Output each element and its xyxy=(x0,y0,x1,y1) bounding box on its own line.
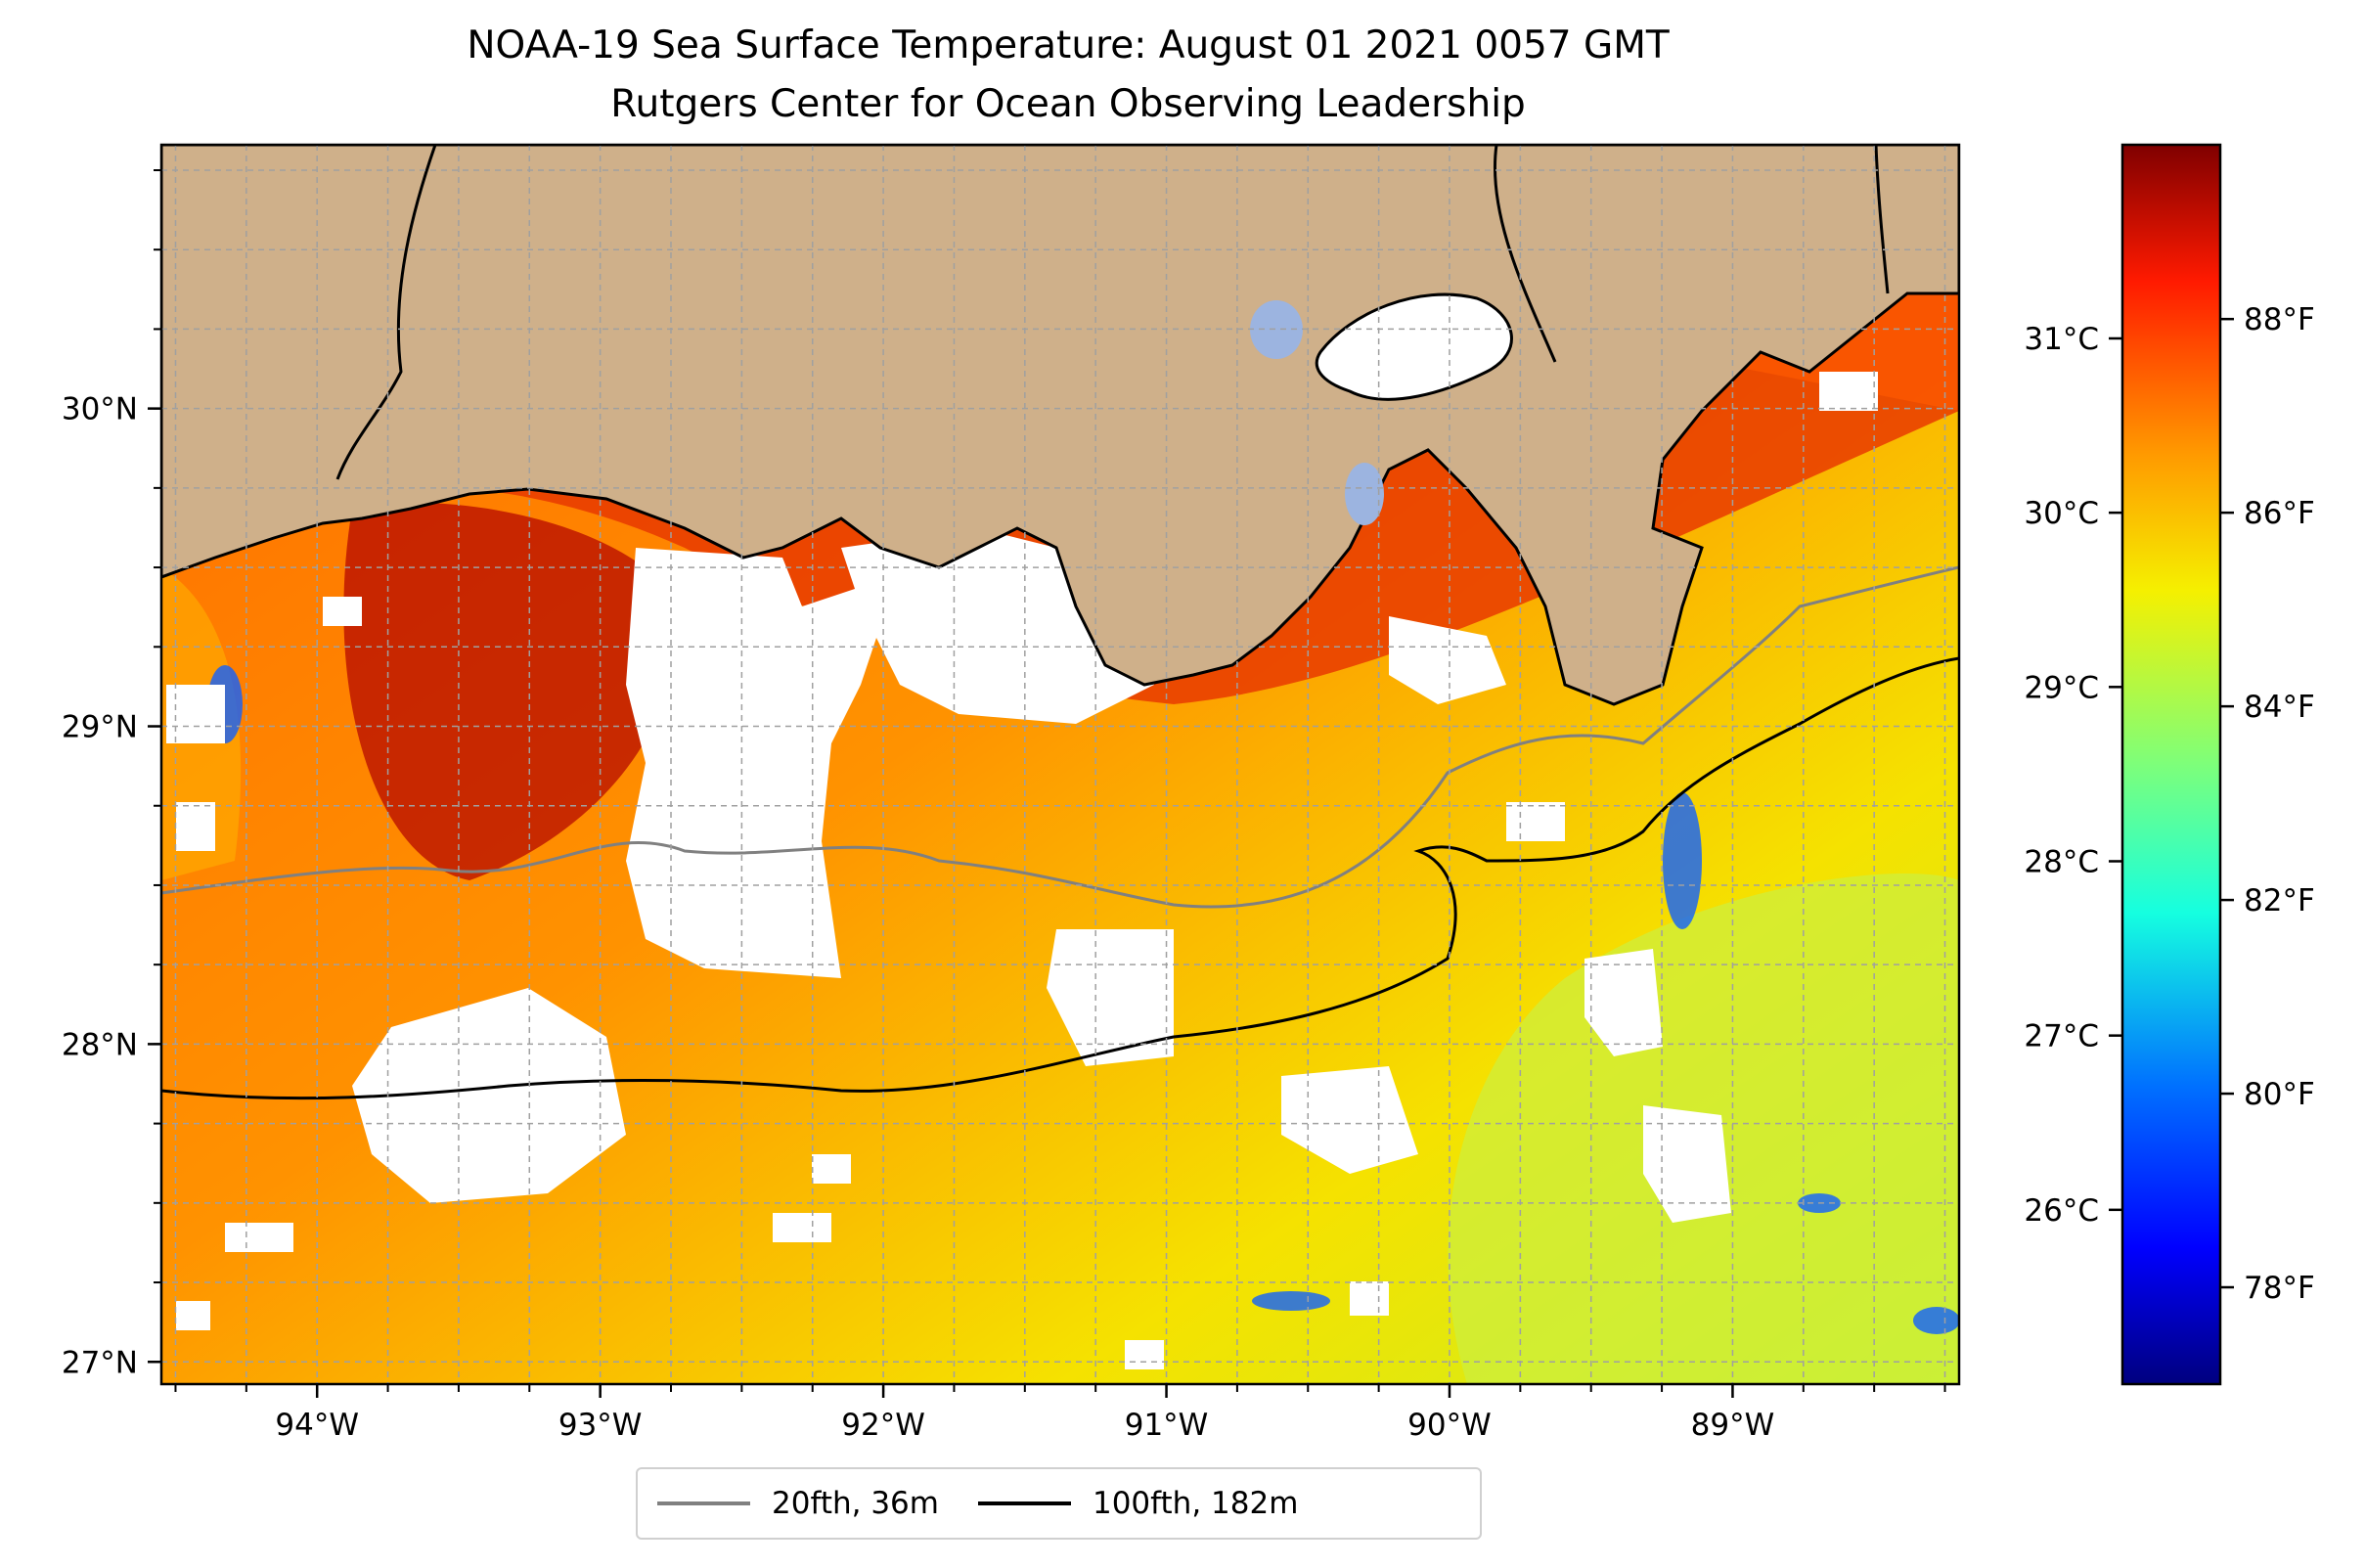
contour-legend: 20fth, 36m 100fth, 182m xyxy=(636,1467,1482,1540)
lake-inland-east xyxy=(1345,463,1384,525)
map-gridlines xyxy=(161,145,1959,1384)
legend-swatch-100fth xyxy=(977,1501,1071,1505)
contour-20fth xyxy=(161,565,1959,909)
colorbar-label-f: 80°F xyxy=(2244,1077,2315,1112)
legend-label-100fth: 100fth, 182m xyxy=(1092,1486,1299,1521)
legend-item-100fth: 100fth, 182m xyxy=(977,1486,1299,1521)
lat-tick-label: 29°N xyxy=(62,710,138,745)
lat-tick-label: 28°N xyxy=(62,1027,138,1062)
colorbar-label-f: 86°F xyxy=(2244,496,2315,531)
state-boundary-west xyxy=(335,145,437,480)
colorbar-label-c: 27°C xyxy=(2024,1019,2099,1054)
colorbar-ticks: 78°F 80°F 82°F 84°F 86°F 88°F 26°C 27°C 28°C 29°C… xyxy=(2024,302,2314,1306)
lon-tick-label: 91°W xyxy=(1125,1408,1209,1443)
colorbar-label-c: 26°C xyxy=(2024,1193,2099,1229)
legend-item-20fth: 20fth, 36m xyxy=(657,1486,939,1521)
colorbar-label-f: 84°F xyxy=(2244,690,2315,725)
contour-100fth xyxy=(161,656,1959,1100)
land-louisiana-coast xyxy=(161,145,1959,706)
lat-tick-label: 27°N xyxy=(62,1345,138,1380)
axis-ticks: 94°W 93°W 92°W 91°W 90°W 89°W 27°N 28°N 29°N 30°N xyxy=(62,168,1946,1443)
lon-tick-label: 94°W xyxy=(275,1408,359,1443)
colorbar-label-c: 30°C xyxy=(2024,496,2099,531)
legend-swatch-20fth xyxy=(657,1501,750,1505)
chart-subtitle: Rutgers Center for Ocean Observing Leade… xyxy=(610,82,1526,126)
lake-inland-west xyxy=(1250,300,1303,359)
colorbar-label-c: 29°C xyxy=(2024,670,2099,705)
lat-tick-label: 30°N xyxy=(62,392,138,427)
colorbar-label-f: 88°F xyxy=(2244,302,2315,337)
chart-title: NOAA-19 Sea Surface Temperature: August … xyxy=(467,23,1670,67)
legend-label-20fth: 20fth, 36m xyxy=(772,1486,939,1521)
map-frame xyxy=(159,143,1961,1386)
lon-tick-label: 92°W xyxy=(841,1408,925,1443)
lon-tick-label: 90°W xyxy=(1407,1408,1492,1443)
lon-tick-label: 89°W xyxy=(1691,1408,1775,1443)
colorbar-label-c: 28°C xyxy=(2024,844,2099,879)
lake-pontchartrain xyxy=(1315,292,1513,401)
colorbar-label-c: 31°C xyxy=(2024,322,2099,357)
sst-hot-core-west xyxy=(343,502,674,880)
colorbar-label-f: 78°F xyxy=(2244,1271,2315,1306)
missing-data-mask xyxy=(166,372,1878,1369)
colorbar-label-f: 82°F xyxy=(2244,883,2315,918)
lon-tick-label: 93°W xyxy=(558,1408,643,1443)
state-boundary-east xyxy=(1874,145,1890,294)
map-plot-area xyxy=(161,145,1959,1384)
state-boundary-north xyxy=(1493,145,1557,363)
colorbar xyxy=(2120,143,2222,1386)
